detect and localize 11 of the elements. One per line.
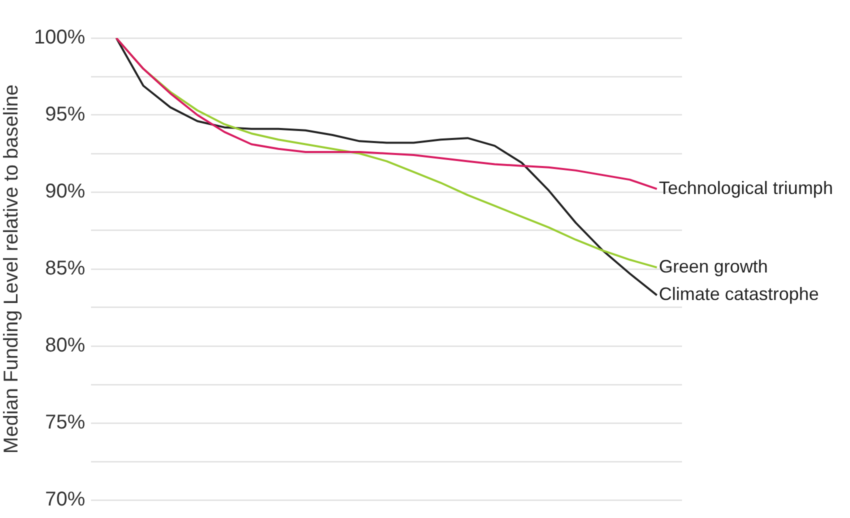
y-axis-title: Median Funding Level relative to baseline: [0, 84, 23, 454]
series-label: Climate catastrophe: [658, 284, 819, 304]
y-tick-label: 80%: [45, 334, 86, 357]
y-tick-label: 85%: [45, 258, 86, 280]
y-tick-label: 100%: [34, 26, 86, 49]
y-tick-label: 90%: [45, 180, 86, 203]
series-label: Technological triumph: [658, 178, 833, 198]
y-tick-label: 95%: [45, 104, 86, 126]
y-tick-label: 70%: [45, 488, 86, 511]
y-tick-label: 75%: [45, 412, 86, 434]
series-label: Green growth: [658, 256, 768, 276]
